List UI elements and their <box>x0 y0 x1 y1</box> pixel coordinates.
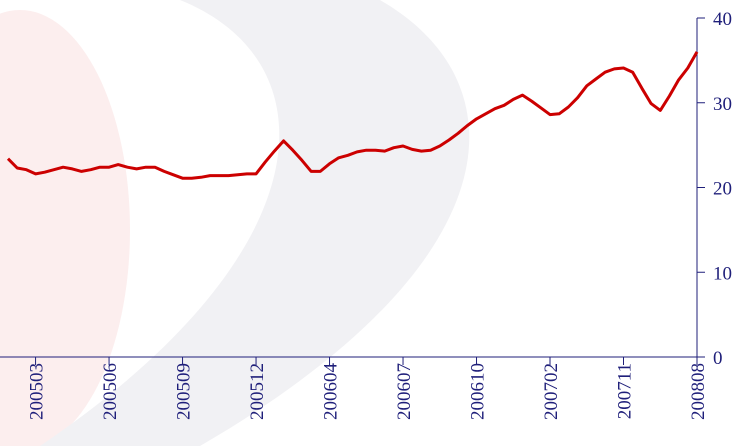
y-tick-label: 0 <box>713 348 723 369</box>
x-tick-label: 200506 <box>100 363 121 420</box>
y-tick-label: 40 <box>713 9 732 30</box>
y-tick-label: 30 <box>713 94 732 115</box>
x-tick-label: 200808 <box>688 363 709 420</box>
x-tick-label: 200610 <box>468 363 489 420</box>
x-tick-label: 200607 <box>394 363 415 420</box>
x-tick-label: 200702 <box>541 363 562 420</box>
x-tick-label: 200711 <box>615 363 636 419</box>
chart: 0 10 20 30 40 200503 200506 200509 200512 200604 2… <box>0 0 747 446</box>
x-tick-label: 200604 <box>321 363 342 421</box>
x-tick-label: 200503 <box>27 363 48 420</box>
y-tick-label: 10 <box>713 263 732 284</box>
x-tick-label: 200512 <box>247 363 268 420</box>
y-tick-label: 20 <box>713 179 732 200</box>
x-tick-label: 200509 <box>174 363 195 420</box>
